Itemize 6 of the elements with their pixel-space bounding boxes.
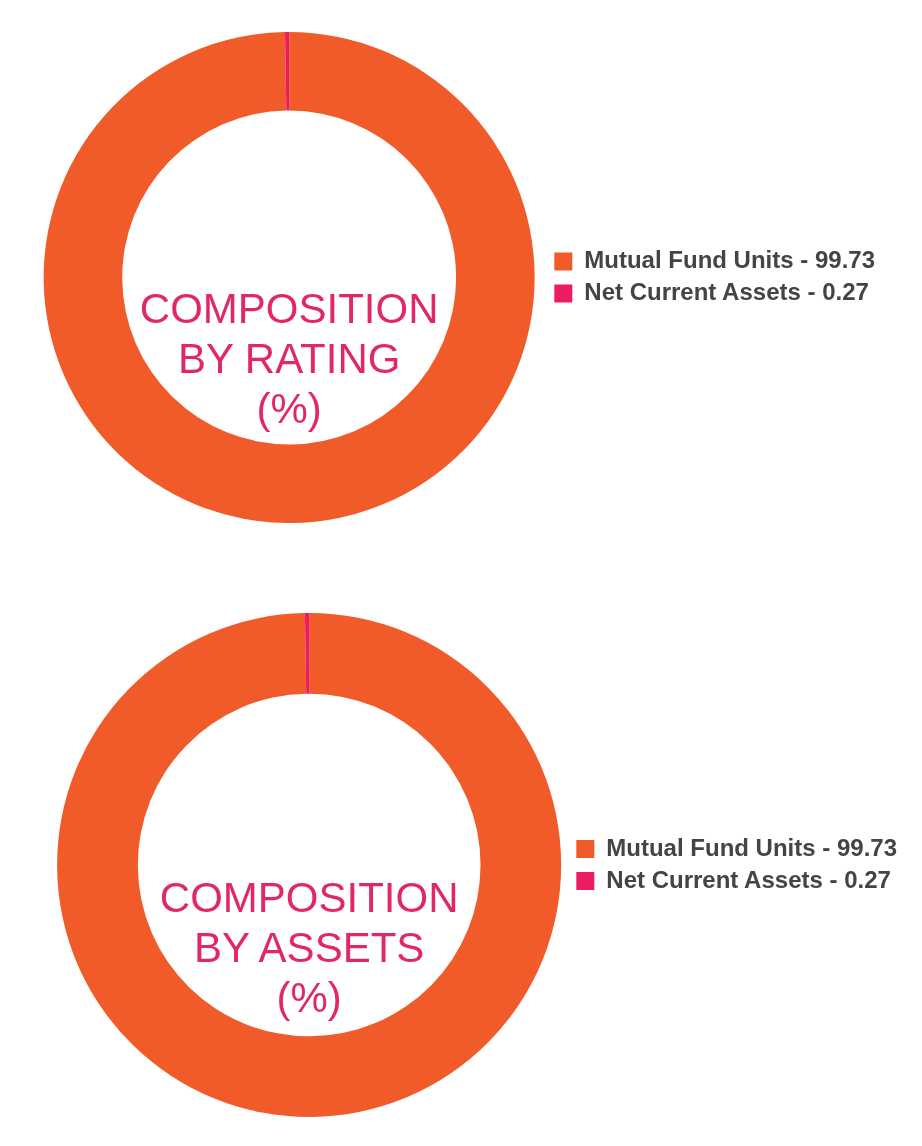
legend-label: Mutual Fund Units - 99.73 [584, 246, 875, 274]
legend-label: Net Current Assets - 0.27 [584, 278, 869, 306]
text: COMPOSITION BY RATING (%) [139, 284, 439, 432]
text: COMPOSITION BY ASSETS (%) [159, 874, 459, 1022]
legend-label: Net Current Assets - 0.27 [606, 865, 891, 893]
legend-label: Mutual Fund Units - 99.73 [606, 833, 897, 861]
